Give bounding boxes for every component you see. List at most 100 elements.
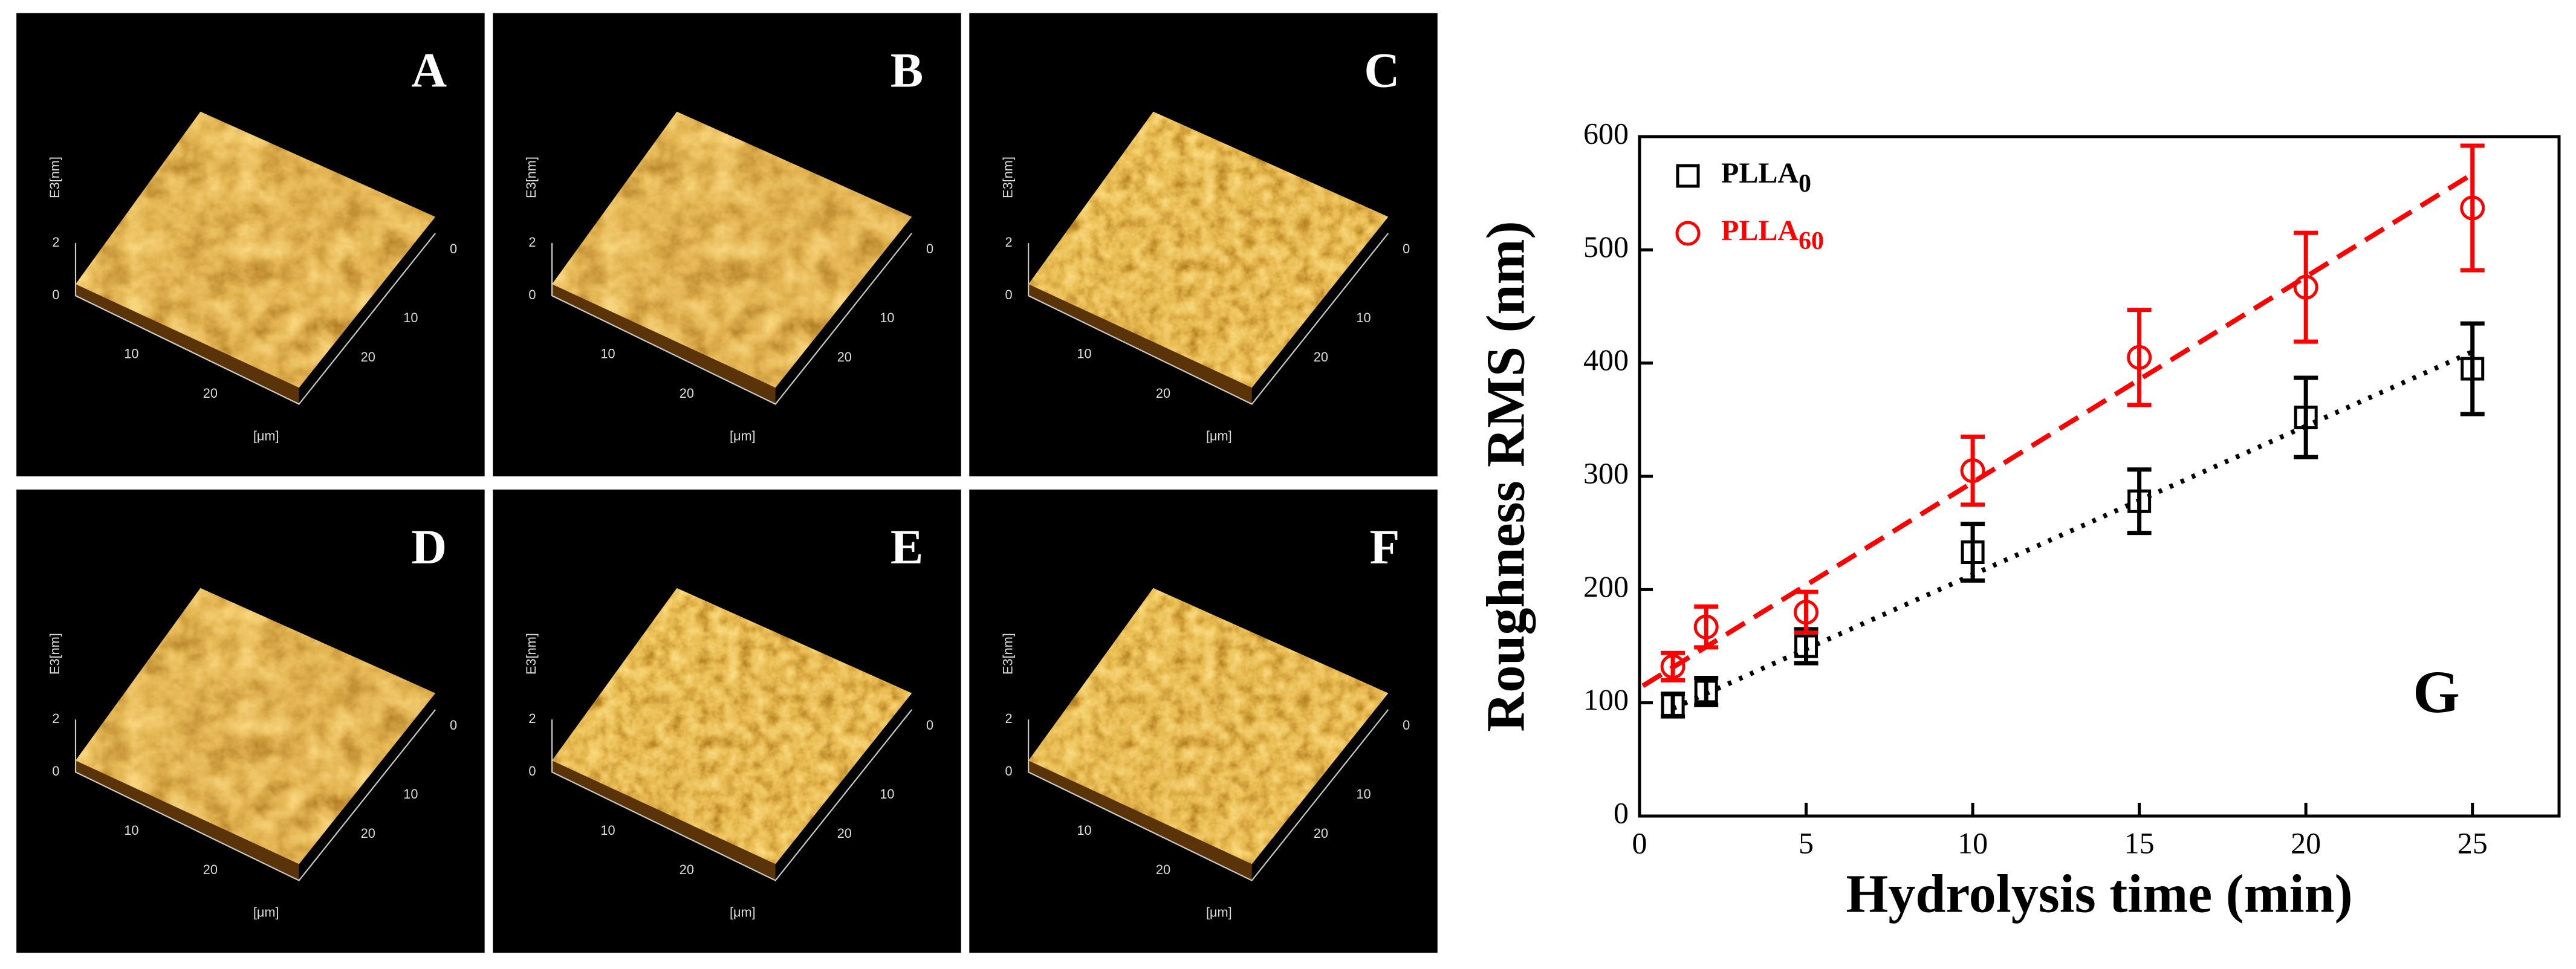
panel-label: E — [891, 519, 923, 574]
y-tick-label: 20 — [837, 826, 852, 841]
data-point — [2127, 345, 2152, 370]
data-point — [2461, 357, 2485, 381]
afm-texture — [76, 588, 436, 864]
error-bar-group — [1960, 434, 1985, 507]
error-bar-group — [1660, 650, 1685, 682]
error-bar — [1661, 650, 1685, 682]
x-tick-label: 0 — [1632, 826, 1647, 860]
z-tick-label: 2 — [52, 235, 59, 250]
x-tick-label: 10 — [124, 346, 138, 361]
y-tick-label: 400 — [1583, 343, 1629, 377]
data-point — [1693, 614, 1719, 640]
error-bar — [2460, 143, 2485, 273]
z-axis-label: E3[nm] — [524, 633, 539, 675]
y-tick-label: 10 — [403, 786, 418, 802]
error-bar — [1961, 434, 1985, 507]
data-point — [1661, 693, 1685, 717]
z-tick-label: 0 — [528, 287, 536, 302]
error-bar-group — [1693, 604, 1719, 650]
y-tick-label: 600 — [1583, 116, 1629, 150]
data-point — [1660, 654, 1685, 679]
afm-side — [552, 760, 776, 881]
data-point — [2294, 406, 2318, 430]
unit-label: [μm] — [730, 905, 756, 920]
error-bar — [2294, 230, 2318, 344]
afm-texture — [552, 111, 912, 388]
error-bar — [1661, 692, 1685, 719]
y-tick-label: 0 — [926, 718, 933, 733]
z-tick-label: 0 — [52, 763, 59, 779]
afm-side — [1028, 284, 1252, 404]
unit-label: [μm] — [1206, 905, 1232, 920]
panel-label: C — [1364, 43, 1400, 98]
afm-box — [74, 709, 436, 881]
unit-label: [μm] — [730, 429, 756, 444]
error-bar — [1794, 589, 1818, 635]
x-tick-label: 20 — [203, 862, 218, 877]
y-tick-label: 20 — [361, 349, 375, 365]
legend-marker — [1675, 221, 1701, 246]
error-bar — [1694, 604, 1719, 650]
y-tick-label: 20 — [1314, 826, 1328, 841]
legend-label: PLLA0 — [1721, 157, 1811, 198]
x-tick-label: 20 — [1156, 386, 1170, 401]
error-bar-group — [2460, 143, 2485, 273]
panel-label: F — [1369, 519, 1400, 574]
afm-box — [1028, 709, 1389, 881]
z-tick-label: 0 — [1005, 763, 1012, 779]
data-point — [1794, 634, 1818, 658]
z-tick-label: 0 — [528, 763, 536, 779]
y-axis-label: Roughness RMS (nm) — [1476, 221, 1536, 731]
z-tick-label: 0 — [1005, 287, 1012, 302]
y-tick-label: 0 — [1403, 241, 1410, 256]
z-axis-label: E3[nm] — [1000, 633, 1015, 675]
y-tick-label: 0 — [926, 241, 933, 256]
data-point — [1960, 458, 1985, 484]
error-bar-group — [1661, 692, 1685, 719]
fit-line — [1641, 172, 2474, 688]
unit-label: [μm] — [253, 429, 279, 444]
panel-label: G — [2413, 658, 2460, 725]
y-tick-label: 0 — [450, 718, 457, 733]
y-tick-label: 0 — [1614, 796, 1629, 829]
data-point — [2127, 489, 2152, 513]
z-axis-label: E3[nm] — [1000, 157, 1015, 198]
data-point — [2293, 274, 2318, 300]
z-axis-label: E3[nm] — [47, 633, 62, 675]
y-tick-label: 20 — [837, 349, 852, 365]
y-tick-label: 500 — [1583, 230, 1629, 264]
y-tick-label: 20 — [1314, 349, 1328, 365]
unit-label: [μm] — [1206, 429, 1232, 444]
afm-side — [76, 284, 299, 404]
x-tick-label: 25 — [2458, 826, 2488, 860]
x-tick-label: 15 — [2124, 826, 2155, 860]
y-tick-label: 10 — [1356, 786, 1371, 802]
x-tick-label: 20 — [203, 386, 218, 401]
x-tick-label: 20 — [1156, 862, 1170, 877]
z-tick-label: 2 — [1005, 235, 1012, 250]
z-tick-label: 2 — [528, 235, 536, 250]
y-tick-label: 300 — [1583, 456, 1629, 490]
y-tick-label: 10 — [880, 310, 894, 325]
data-point — [2460, 195, 2485, 221]
z-tick-label: 2 — [52, 711, 59, 726]
afm-texture — [1028, 111, 1389, 388]
x-tick-label: 10 — [124, 823, 138, 838]
error-bar-group — [1961, 522, 1985, 583]
x-tick-label: 10 — [1077, 346, 1091, 361]
afm-box — [551, 709, 913, 881]
x-tick-label: 10 — [600, 346, 615, 361]
legend-label: PLLA60 — [1721, 215, 1824, 255]
x-tick-label: 20 — [680, 386, 694, 401]
x-tick-label: 20 — [2291, 826, 2321, 860]
panel-label: A — [411, 43, 447, 98]
x-tick-label: 10 — [1077, 823, 1091, 838]
afm-box — [551, 233, 913, 405]
error-bar-group — [2293, 230, 2318, 344]
x-tick-label: 10 — [1958, 826, 1988, 860]
